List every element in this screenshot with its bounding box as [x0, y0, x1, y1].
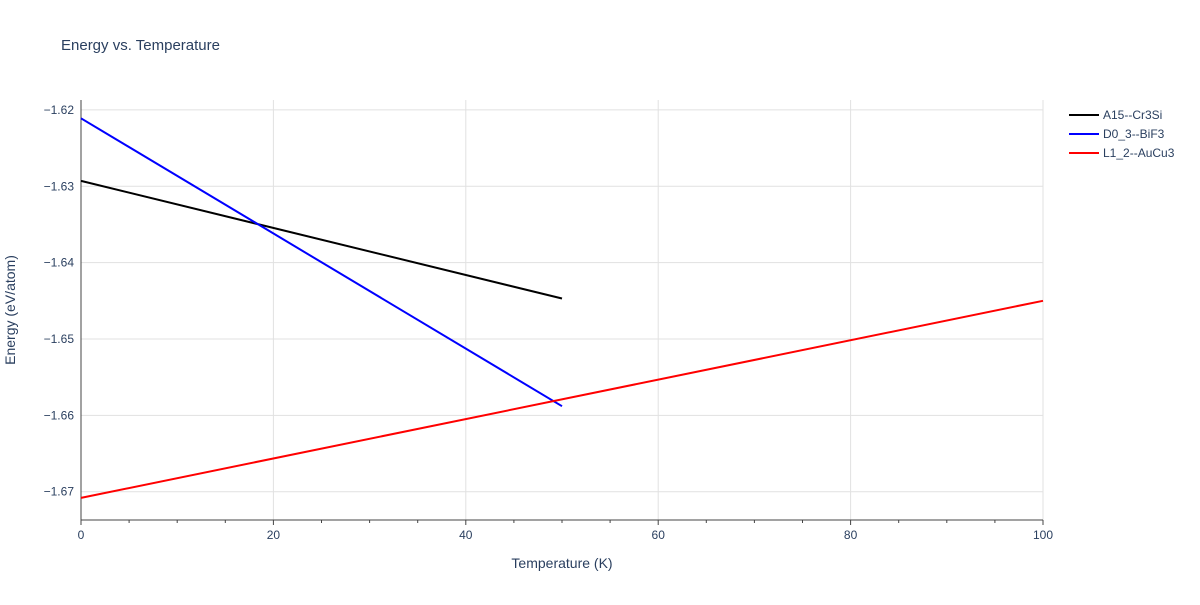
x-tick-label: 20	[267, 528, 281, 542]
legend-label: A15--Cr3Si	[1103, 108, 1162, 122]
y-tick-label: −1.66	[44, 408, 75, 422]
y-tick-label: −1.64	[44, 256, 75, 270]
series-layer	[80, 117, 1044, 499]
y-tick-label: −1.62	[44, 103, 75, 117]
legend[interactable]: A15--Cr3Si D0_3--BiF3 L1_2--AuCu3	[1069, 108, 1175, 160]
x-tick-label: 100	[1033, 528, 1053, 542]
x-tick-label: 40	[459, 528, 473, 542]
legend-item[interactable]: D0_3--BiF3	[1069, 127, 1165, 141]
axes-layer: 0 20 40 60 80 100 −1.62 −1.63 −1.64 −1.65 −1.66 −1.…	[44, 100, 1053, 542]
chart-title: Energy vs. Temperature	[61, 37, 220, 54]
series-line	[80, 299, 1044, 499]
grid-layer	[81, 100, 1044, 520]
y-tick-label: −1.65	[44, 332, 75, 346]
series-line	[80, 117, 563, 408]
y-axis-title: Energy (eV/atom)	[2, 255, 18, 365]
x-tick-label: 80	[844, 528, 858, 542]
series-line	[80, 179, 563, 300]
x-tick-label: 60	[652, 528, 666, 542]
y-tick-label: −1.63	[44, 179, 75, 193]
x-tick-label: 0	[78, 528, 85, 542]
legend-item[interactable]: A15--Cr3Si	[1069, 108, 1162, 122]
legend-label: L1_2--AuCu3	[1103, 146, 1175, 160]
legend-label: D0_3--BiF3	[1103, 127, 1165, 141]
legend-item[interactable]: L1_2--AuCu3	[1069, 146, 1175, 160]
y-tick-label: −1.67	[44, 485, 75, 499]
x-axis-title: Temperature (K)	[511, 555, 612, 571]
